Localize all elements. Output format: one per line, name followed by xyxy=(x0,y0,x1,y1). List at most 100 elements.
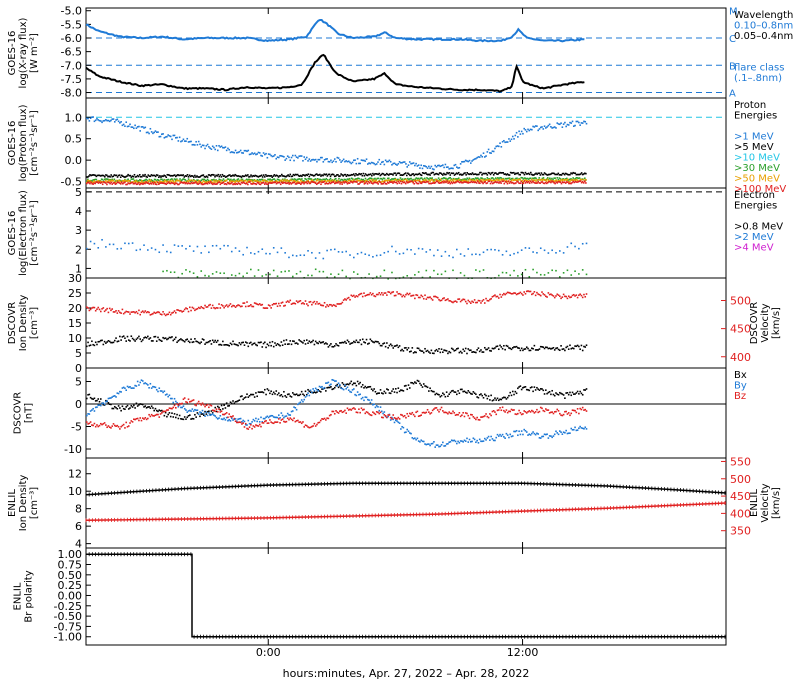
series-point xyxy=(307,304,309,307)
series-point xyxy=(340,387,342,390)
series-point xyxy=(452,172,455,175)
series-point xyxy=(358,341,360,344)
series-point xyxy=(543,125,546,128)
series-point xyxy=(447,395,449,398)
series-point xyxy=(464,440,467,442)
legend-entry: Wavelength xyxy=(734,10,793,21)
series-point xyxy=(436,296,439,299)
series-point xyxy=(91,307,93,309)
series-point xyxy=(448,181,450,184)
series-point xyxy=(112,311,115,313)
series-point xyxy=(476,173,479,176)
series-point xyxy=(507,174,510,176)
series-point xyxy=(200,270,203,272)
series-point xyxy=(155,311,158,314)
series-point xyxy=(386,177,389,180)
series-point xyxy=(534,389,537,391)
series-point xyxy=(368,179,371,182)
series-point xyxy=(515,182,517,184)
series-point xyxy=(515,345,518,348)
series-point xyxy=(277,176,280,178)
series-point xyxy=(110,179,112,182)
series-point xyxy=(188,245,191,247)
series-point xyxy=(239,343,242,346)
series-point xyxy=(561,126,564,128)
series-point xyxy=(150,340,153,342)
series-point xyxy=(88,175,90,177)
series-point xyxy=(562,394,565,396)
series-point xyxy=(283,420,285,423)
y-tick-label: -6.5 xyxy=(61,46,82,59)
y-axis-label-line: log(X-ray flux) xyxy=(18,17,29,88)
series-point xyxy=(381,180,384,183)
series-point xyxy=(225,179,228,182)
series-point xyxy=(237,151,239,154)
series-point xyxy=(519,349,522,352)
series-point xyxy=(139,313,142,316)
series-point xyxy=(457,171,460,174)
series-point xyxy=(341,174,343,176)
series-point xyxy=(403,181,406,184)
series-point xyxy=(138,384,140,386)
series-point xyxy=(439,178,442,181)
series-point xyxy=(115,425,117,428)
series-point xyxy=(481,351,484,353)
series-point xyxy=(332,181,335,183)
series-point xyxy=(266,175,268,177)
series-point xyxy=(380,177,383,180)
series-point xyxy=(355,295,358,297)
series-point xyxy=(309,182,312,185)
series-point xyxy=(332,180,335,182)
series-point xyxy=(572,180,574,183)
series-point xyxy=(339,181,341,183)
series-point xyxy=(328,386,331,389)
series-point xyxy=(126,125,129,128)
series-point xyxy=(356,179,358,181)
series-point xyxy=(429,177,431,179)
series-point xyxy=(279,394,281,397)
series-point xyxy=(541,181,544,183)
series-point xyxy=(431,182,434,184)
series-point xyxy=(108,179,110,182)
series-point xyxy=(523,386,526,388)
series-point xyxy=(211,245,214,247)
series-point xyxy=(195,416,197,418)
series-point xyxy=(275,344,278,347)
series-point xyxy=(394,417,397,420)
series-point xyxy=(282,178,284,181)
series-point xyxy=(98,174,101,177)
series-point xyxy=(89,410,92,412)
series-point xyxy=(159,413,162,415)
series-point xyxy=(424,385,426,387)
series-point xyxy=(564,178,567,181)
series-point xyxy=(135,179,138,182)
series-point xyxy=(92,343,94,346)
series-point xyxy=(364,253,367,255)
series-point xyxy=(401,425,403,428)
series-point xyxy=(183,178,186,181)
series-point xyxy=(452,389,454,392)
series-point xyxy=(161,182,163,184)
series-point xyxy=(256,420,258,423)
series-point xyxy=(539,179,542,181)
series-point xyxy=(97,174,100,177)
series-point xyxy=(287,179,289,182)
series-point xyxy=(96,406,98,408)
series-point xyxy=(222,175,225,177)
series-point xyxy=(253,175,256,177)
series-point xyxy=(465,178,467,181)
series-point xyxy=(395,178,398,181)
series-point xyxy=(231,181,233,184)
series-point xyxy=(452,410,454,413)
series-point xyxy=(509,140,512,142)
series-point xyxy=(405,347,407,349)
series-point xyxy=(401,348,403,351)
series-point xyxy=(248,305,251,307)
series-point xyxy=(574,178,577,180)
series-point xyxy=(122,179,124,182)
series-point xyxy=(569,180,571,183)
series-point xyxy=(394,388,397,390)
series-point xyxy=(513,252,515,255)
series-point xyxy=(433,441,435,443)
series-point xyxy=(314,268,317,271)
